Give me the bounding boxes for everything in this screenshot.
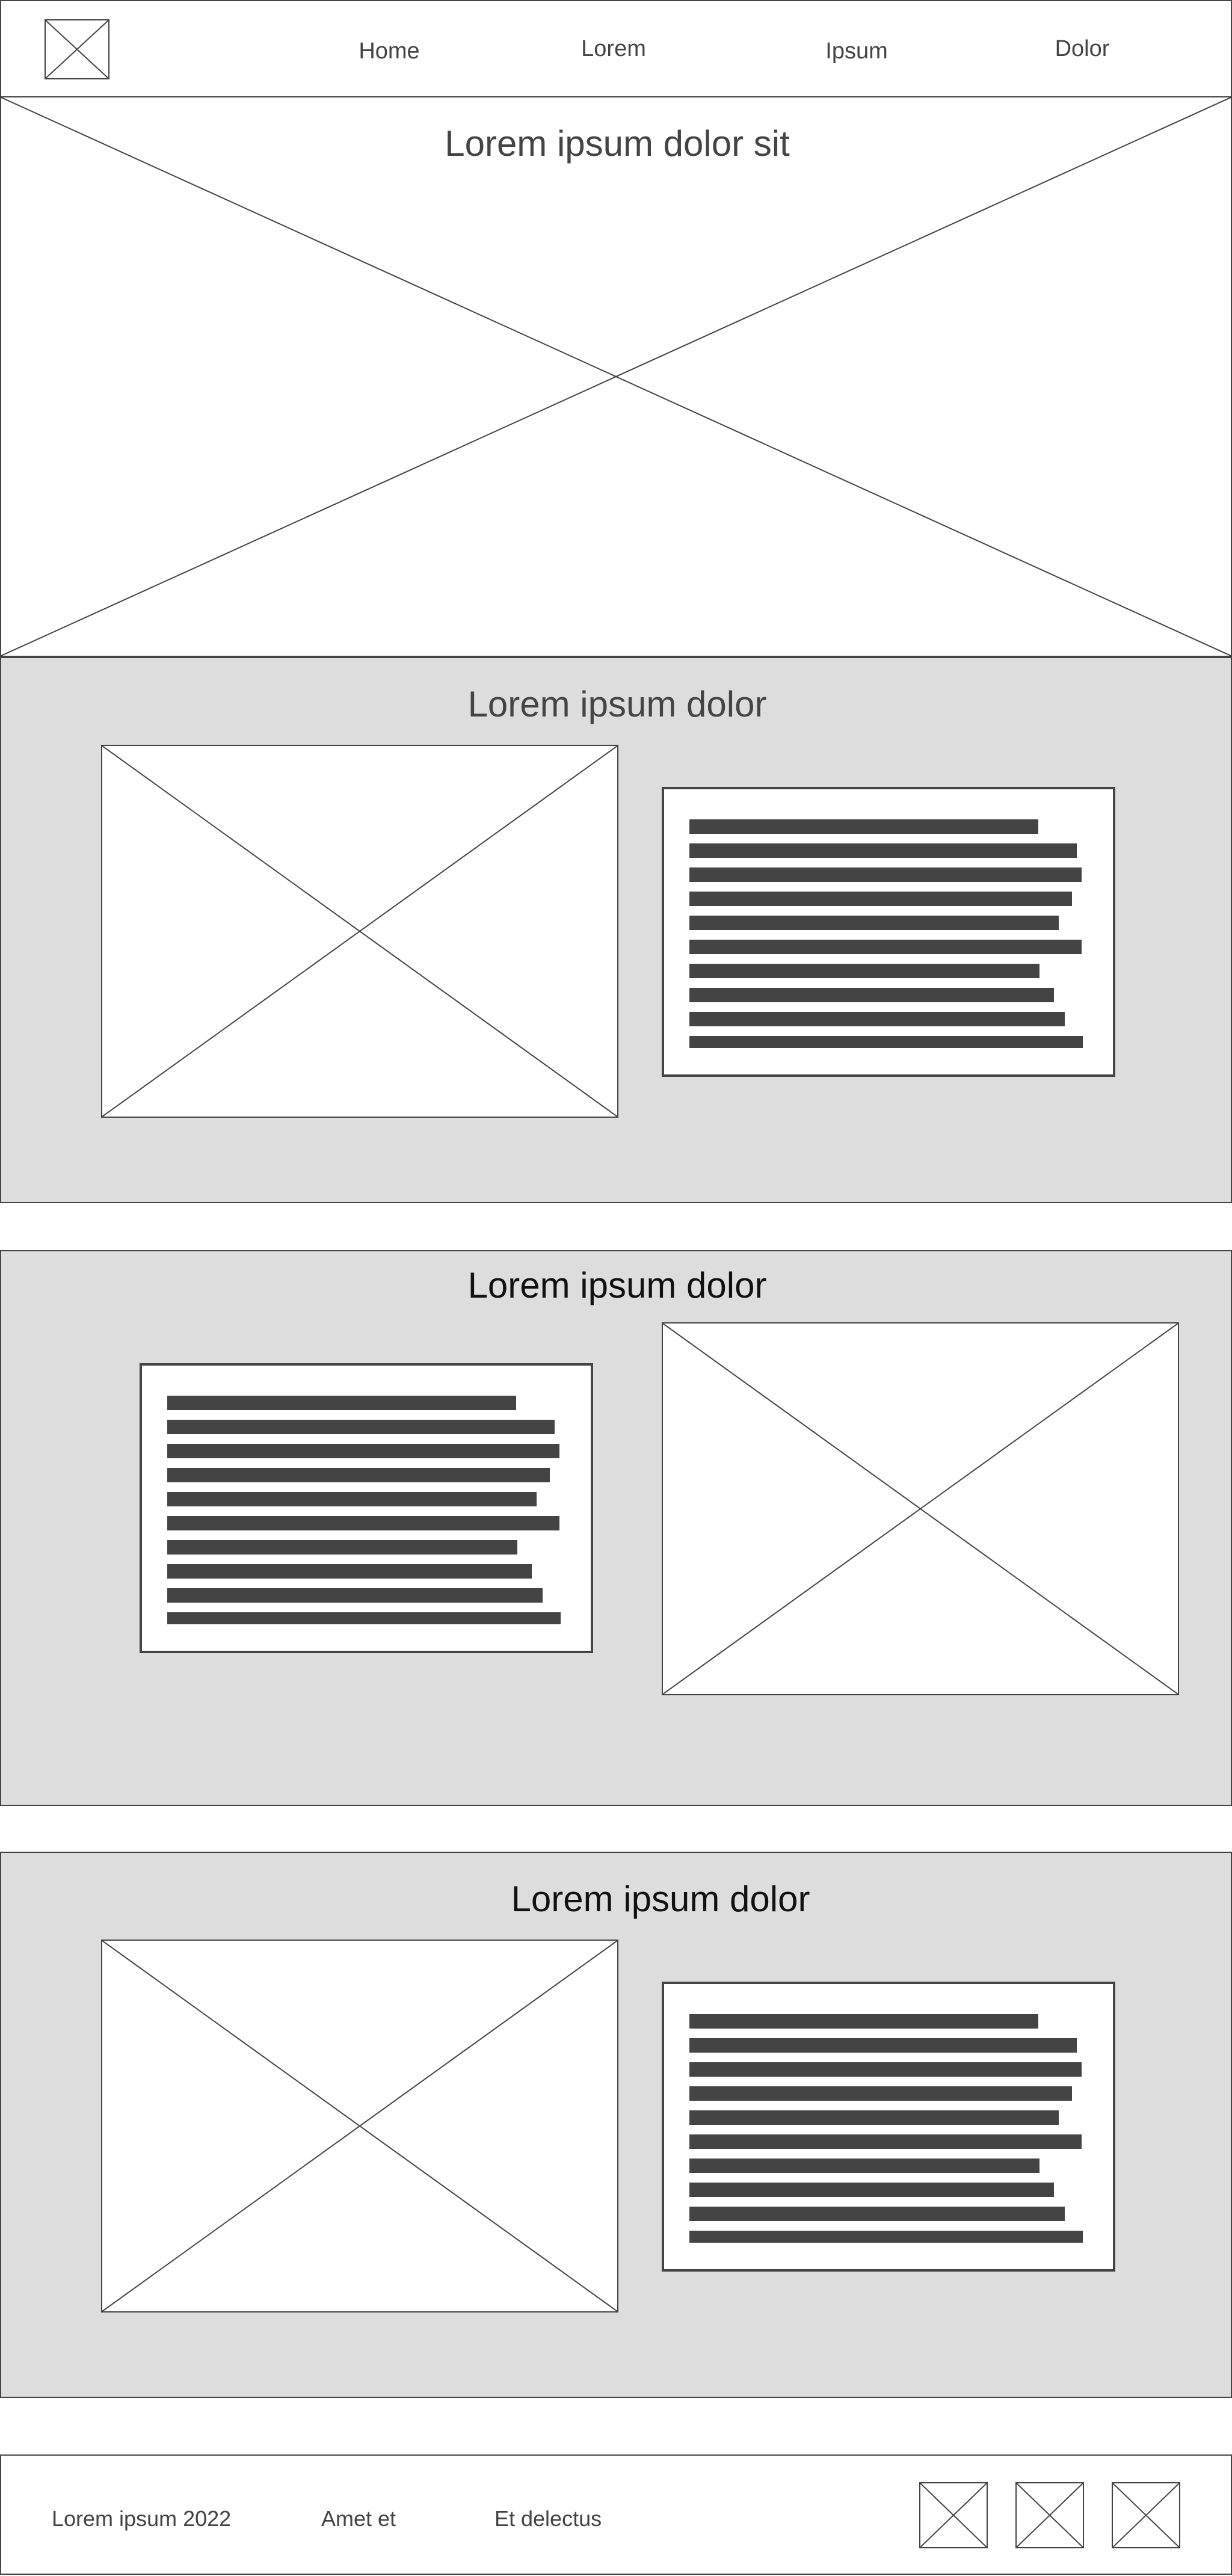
text-line	[689, 2110, 1059, 2125]
text-line	[689, 1036, 1083, 1048]
image-placeholder	[662, 1322, 1179, 1695]
text-line	[167, 1540, 517, 1555]
hero-banner: Lorem ipsum dolor sit	[0, 96, 1232, 657]
text-line	[167, 1492, 537, 1506]
text-line	[689, 2062, 1082, 2077]
text-line	[167, 1444, 559, 1458]
text-line	[689, 2086, 1072, 2101]
text-line	[689, 867, 1082, 882]
text-line	[167, 1420, 555, 1434]
footer-link-delectus[interactable]: Et delectus	[494, 2506, 602, 2531]
text-line	[689, 843, 1077, 858]
text-line	[689, 2014, 1038, 2029]
text-line	[689, 916, 1059, 930]
text-line	[689, 2231, 1083, 2243]
text-line	[167, 1516, 559, 1530]
text-line	[689, 819, 1038, 834]
text-line	[167, 1564, 532, 1579]
section-title: Lorem ipsum dolor	[511, 1879, 810, 1919]
text-line	[689, 2207, 1065, 2221]
social-icon-2[interactable]	[1015, 2482, 1084, 2548]
hero-title: Lorem ipsum dolor sit	[445, 123, 790, 164]
social-icon-1[interactable]	[919, 2482, 988, 2548]
text-card	[662, 1982, 1115, 2272]
feature-section-3: Lorem ipsum dolor	[0, 1852, 1232, 2398]
footer-link-amet[interactable]: Amet et	[321, 2506, 396, 2531]
text-card	[140, 1363, 593, 1653]
text-card	[662, 787, 1115, 1077]
logo-placeholder-icon[interactable]	[45, 19, 109, 79]
section-title: Lorem ipsum dolor	[467, 684, 767, 724]
section-title: Lorem ipsum dolor	[467, 1265, 767, 1305]
text-line	[689, 1012, 1065, 1026]
nav-home[interactable]: Home	[359, 39, 420, 64]
text-line	[689, 2038, 1077, 2053]
site-header: Home Lorem Ipsum Dolor	[0, 0, 1232, 97]
text-line	[689, 2158, 1040, 2173]
text-line	[167, 1468, 550, 1482]
feature-section-2: Lorem ipsum dolor	[0, 1250, 1232, 1806]
text-line	[689, 2183, 1054, 2197]
feature-section-1: Lorem ipsum dolor	[0, 657, 1232, 1203]
text-line	[167, 1396, 516, 1410]
text-line	[689, 988, 1054, 1002]
nav-dolor[interactable]: Dolor	[1055, 36, 1110, 61]
text-line	[167, 1612, 561, 1624]
social-icon-3[interactable]	[1112, 2482, 1180, 2548]
nav-lorem[interactable]: Lorem	[581, 36, 646, 61]
site-footer: Lorem ipsum 2022 Amet et Et delectus	[0, 2454, 1232, 2575]
text-line	[689, 940, 1082, 954]
text-line	[167, 1588, 543, 1603]
text-line	[689, 2134, 1082, 2149]
text-line	[689, 964, 1040, 978]
image-placeholder	[101, 745, 618, 1118]
footer-copyright[interactable]: Lorem ipsum 2022	[52, 2506, 232, 2531]
text-line	[689, 892, 1072, 906]
image-placeholder	[101, 1940, 618, 2313]
nav-ipsum[interactable]: Ipsum	[825, 39, 888, 64]
